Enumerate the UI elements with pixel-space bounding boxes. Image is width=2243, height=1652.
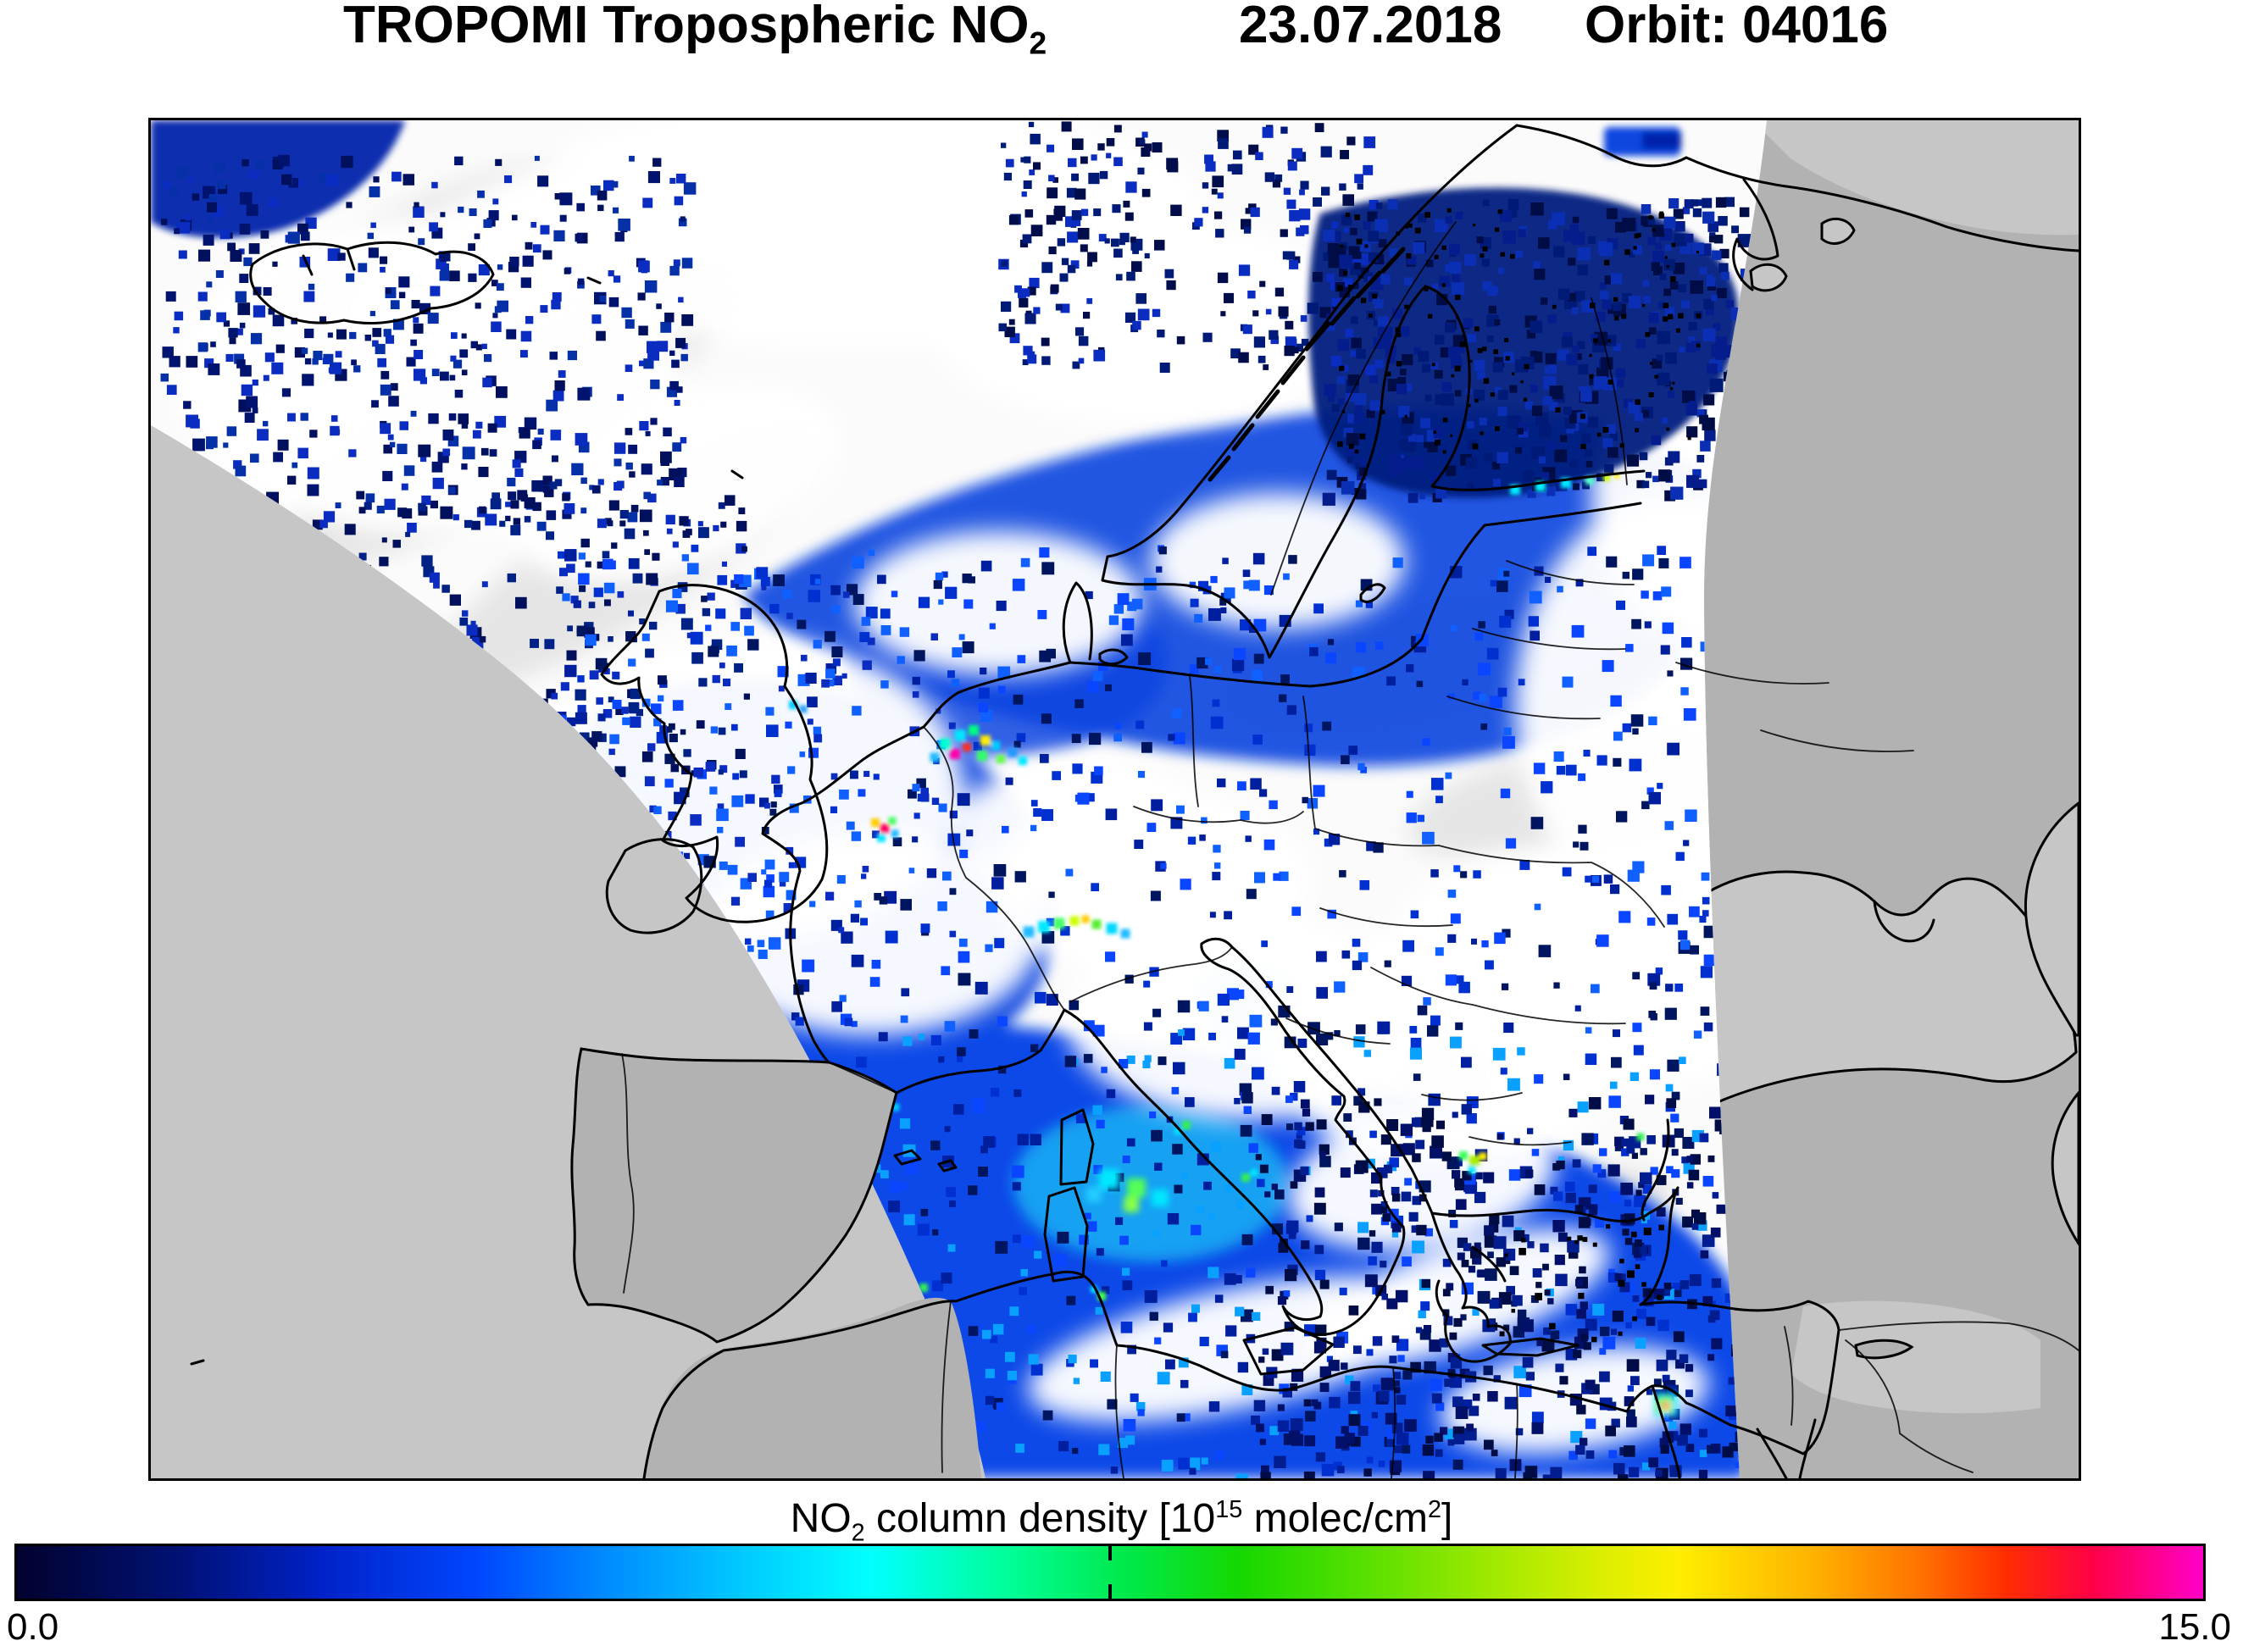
denmark-coast — [1062, 581, 1386, 666]
baltic-south-coast — [1069, 502, 1642, 688]
caspian-sea — [2024, 801, 2079, 1037]
hotspot-athens — [1459, 1151, 1487, 1174]
hotspot-rome — [1174, 1121, 1191, 1135]
hotspot-istanbul — [1636, 1133, 1645, 1141]
iberian-peninsula — [570, 1047, 898, 1344]
ireland-coast — [605, 838, 703, 934]
balearic-islands — [893, 1149, 958, 1172]
arctic-coast — [1515, 124, 2079, 291]
no2-map-canvas — [151, 120, 2079, 1478]
orbit-number: Orbit: 04016 — [1585, 0, 1889, 54]
crimea — [1873, 900, 1935, 943]
scandinavia-coast — [1101, 124, 1646, 659]
page-title: TROPOMI Tropospheric NO2 — [343, 0, 1047, 61]
turkey-west-coast — [1639, 1118, 1679, 1306]
colorbar-label: NO2 column density [1015 molec/cm2] — [790, 1496, 1453, 1547]
nile-river — [1651, 1384, 1681, 1478]
colorbar-max-label: 15.0 — [2158, 1606, 2231, 1648]
italy-coast — [1063, 937, 1406, 1336]
continental-coast — [761, 661, 1072, 1064]
land-outside-swath — [570, 1047, 1914, 1478]
hotspot-algiers — [919, 1283, 928, 1292]
map-frame — [148, 118, 2081, 1481]
hotspot-london — [789, 701, 808, 713]
sicily-coast — [1242, 1326, 1335, 1376]
cyprus — [1854, 1339, 1914, 1360]
colorbar — [14, 1544, 2206, 1601]
hotspot-benelux-ruhr — [930, 725, 1027, 765]
corsica-coast — [1059, 1108, 1095, 1186]
hotspot-po-valley — [1023, 915, 1130, 939]
lake-ladoga — [1749, 263, 1788, 292]
coastlines — [190, 124, 2079, 1478]
great-britain-coast — [600, 584, 829, 923]
crete-coast — [1481, 1337, 1580, 1357]
no2-hotspots — [789, 474, 1767, 1416]
colorbar-min-label: 0.0 — [7, 1606, 59, 1648]
hotspot-naples — [1241, 1169, 1258, 1182]
france-med-coast — [895, 1008, 1066, 1095]
colorbar-mid-tick — [1108, 1546, 1112, 1561]
turkey-levant-coast — [1639, 1300, 1840, 1455]
hotspot-tunis — [1091, 1286, 1106, 1300]
hotspot-tyrrhenian-plume — [1086, 1169, 1169, 1212]
madeira — [190, 1359, 205, 1366]
fjord-texture — [1208, 247, 1406, 482]
red-sea — [1756, 1418, 1817, 1478]
country-borders — [621, 221, 2079, 1478]
north-africa-coast — [642, 1270, 1805, 1478]
lake-onega — [1820, 217, 1856, 245]
hotspot-paris — [871, 817, 899, 842]
title-subscript: 2 — [1029, 25, 1047, 61]
greece-coast — [1430, 1186, 1679, 1363]
observation-date: 23.07.2018 — [1239, 0, 1502, 54]
colorbar-mid-tick — [1108, 1584, 1112, 1599]
